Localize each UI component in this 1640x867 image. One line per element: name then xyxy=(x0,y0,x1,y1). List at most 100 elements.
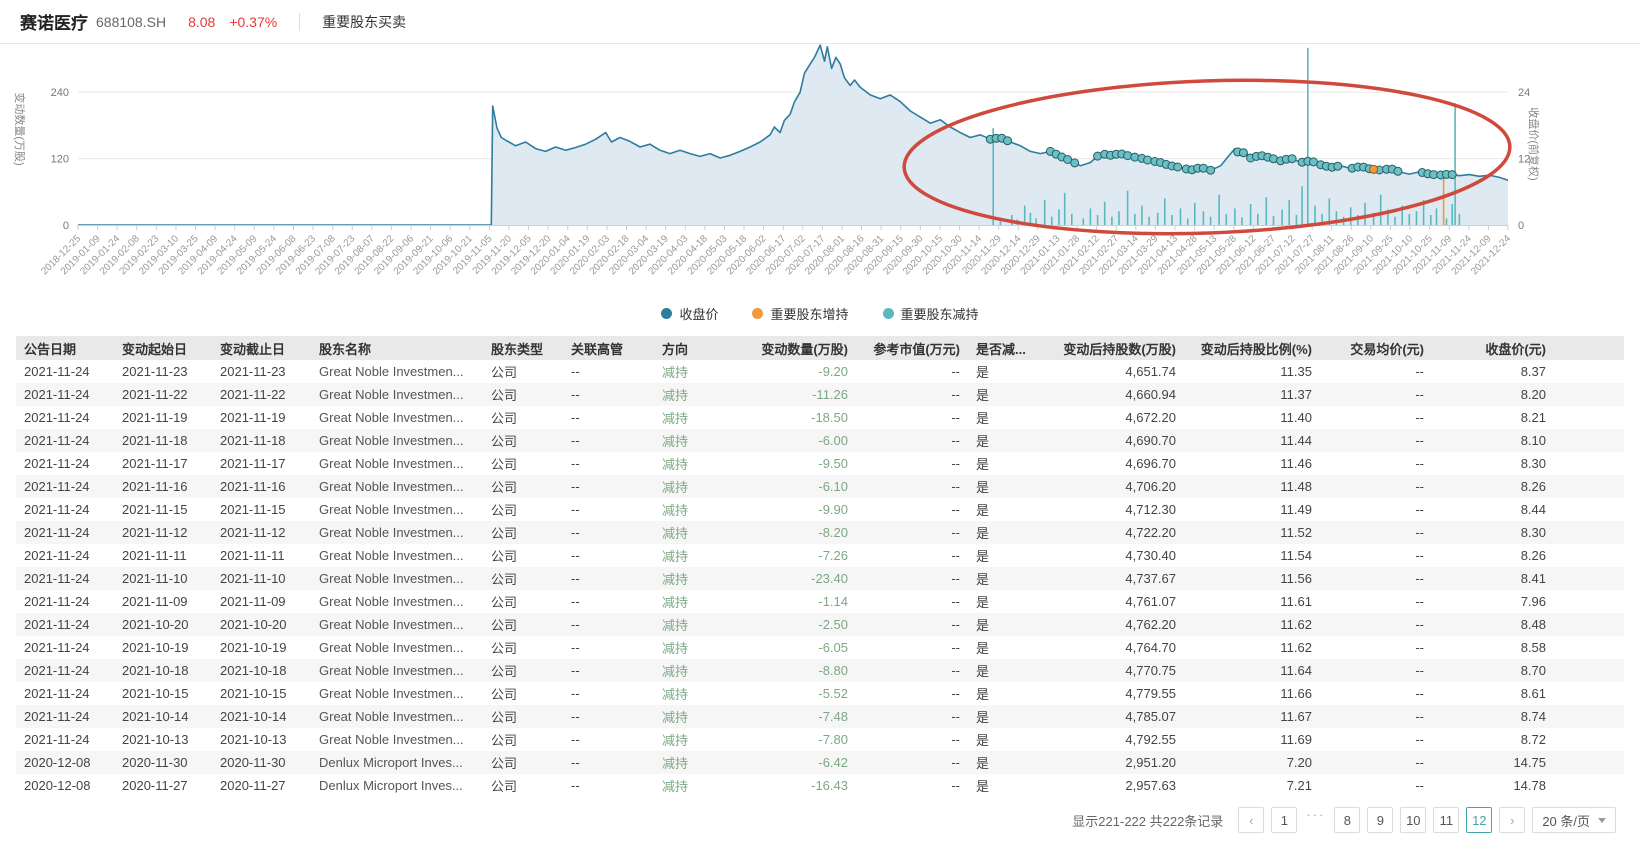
legend-item-0[interactable]: 收盘价 xyxy=(661,304,718,323)
cell: -- xyxy=(571,709,580,724)
right-axis-tick-label: 24 xyxy=(1518,87,1530,99)
legend-item-1[interactable]: 重要股东增持 xyxy=(752,304,849,323)
page-button-1[interactable]: 1 xyxy=(1271,807,1298,833)
sell-volume-bar xyxy=(1394,216,1396,225)
column-header: 变动数量(万股) xyxy=(751,336,856,360)
cell: 4,722.20 xyxy=(1125,525,1176,540)
cell: 4,779.55 xyxy=(1125,686,1176,701)
sell-volume-bar xyxy=(1281,209,1283,225)
sell-event-marker[interactable] xyxy=(1238,148,1248,158)
column-header: 收盘价(元) xyxy=(1432,336,1624,360)
chart-legend: 收盘价 重要股东增持 重要股东减持 xyxy=(0,298,1640,328)
table-row[interactable]: 2021-11-24 2021-11-22 2021-11-22 Great Nobl… xyxy=(16,383,1624,406)
sell-event-marker[interactable] xyxy=(1003,136,1012,146)
cell: 4,660.94 xyxy=(1125,387,1176,402)
holder-trade-table: 公告日期 变动起始日 变动截止日 股东名称 股东类型 关联高管 方向 变动数量(万股) 参考市值… xyxy=(16,336,1624,797)
page-size-label: 20 条/页 xyxy=(1542,813,1590,829)
cell: Great Noble Investmen... xyxy=(319,479,464,494)
sell-volume-bar xyxy=(1218,194,1220,225)
chart-canvas[interactable]: 2018-12-252019-01-092019-01-242019-02-08… xyxy=(0,44,1640,298)
sell-event-marker[interactable] xyxy=(1070,158,1080,168)
page-button-11[interactable]: 11 xyxy=(1433,807,1460,833)
cell: -18.50 xyxy=(811,410,848,425)
next-page-button[interactable]: › xyxy=(1499,807,1526,833)
cell: 减持 xyxy=(662,733,689,748)
cell: 公司 xyxy=(491,779,518,794)
sell-event-marker[interactable] xyxy=(1333,161,1343,171)
cell: 8.26 xyxy=(1520,548,1546,563)
sell-volume-bar xyxy=(1430,215,1432,225)
buy-event-marker[interactable] xyxy=(1369,164,1379,174)
page-button-12[interactable]: 12 xyxy=(1466,807,1493,833)
sell-volume-bar xyxy=(1241,217,1243,225)
cell: -- xyxy=(951,548,960,563)
prev-page-button[interactable]: ‹ xyxy=(1238,807,1265,833)
left-axis-tick-label: 240 xyxy=(51,87,69,99)
top-bar: 赛诺医疗 688108.SH 8.08 +0.37% 重要股东买卖 xyxy=(0,0,1640,44)
sell-event-marker[interactable] xyxy=(1173,162,1183,172)
table-row[interactable]: 2021-11-24 2021-10-14 2021-10-14 Great Nobl… xyxy=(16,705,1624,728)
legend-item-2[interactable]: 重要股东减持 xyxy=(882,304,979,323)
table-row[interactable]: 2020-12-08 2020-11-30 2020-11-30 Denlux Mic… xyxy=(16,751,1624,774)
table-body: 2021-11-24 2021-11-23 2021-11-23 Great Nobl… xyxy=(16,360,1624,797)
cell: 是 xyxy=(976,480,990,495)
sell-volume-bar xyxy=(1307,47,1309,225)
sell-event-marker[interactable] xyxy=(1287,154,1297,164)
cell: -- xyxy=(951,778,960,793)
table-row[interactable]: 2021-11-24 2021-11-15 2021-11-15 Great Nobl… xyxy=(16,498,1624,521)
sell-volume-bar xyxy=(1364,202,1366,225)
cell: 2021-11-09 xyxy=(220,594,286,609)
table-row[interactable]: 2020-12-08 2020-11-27 2020-11-27 Denlux Mic… xyxy=(16,774,1624,797)
cell: 减持 xyxy=(662,457,689,472)
table-row[interactable]: 2021-11-24 2021-10-13 2021-10-13 Great Nobl… xyxy=(16,728,1624,751)
holder-trade-chart[interactable]: 2018-12-25 2019-01-09 2019-01-24 2019-02-08… xyxy=(0,44,1640,298)
table-row[interactable]: 2021-11-24 2021-11-16 2021-11-16 Great Nobl… xyxy=(16,475,1624,498)
sell-event-marker[interactable] xyxy=(1447,170,1457,180)
sell-event-marker[interactable] xyxy=(1123,151,1133,161)
table-row[interactable]: 2021-11-24 2021-11-18 2021-11-18 Great Nobl… xyxy=(16,429,1624,452)
table-row[interactable]: 2021-11-24 2021-10-20 2021-10-20 Great Nobl… xyxy=(16,613,1624,636)
page-button-9[interactable]: 9 xyxy=(1367,807,1394,833)
cell: 减持 xyxy=(662,710,689,725)
holder-trade-table-wrap: 公告日期 变动起始日 变动截止日 股东名称 股东类型 关联高管 方向 变动数量(万股) 参考市值… xyxy=(0,328,1640,797)
cell: -2.50 xyxy=(818,617,848,632)
table-row[interactable]: 2021-11-24 2021-11-23 2021-11-23 Great Nobl… xyxy=(16,360,1624,383)
sell-event-marker[interactable] xyxy=(1143,155,1153,165)
cell: 11.61 xyxy=(1280,594,1312,609)
table-row[interactable]: 2021-11-24 2021-11-09 2021-11-09 Great Nobl… xyxy=(16,590,1624,613)
cell: 2021-11-24 xyxy=(24,525,90,540)
tab-important-holder-trades[interactable]: 重要股东买卖 xyxy=(322,13,407,30)
page-size-select[interactable]: 20 条/页 xyxy=(1532,807,1616,833)
page-button-10[interactable]: 10 xyxy=(1400,807,1427,833)
cell: 4,696.70 xyxy=(1125,456,1176,471)
table-row[interactable]: 2021-11-24 2021-11-11 2021-11-11 Great Nobl… xyxy=(16,544,1624,567)
cell: 4,672.20 xyxy=(1125,410,1176,425)
cell: -7.48 xyxy=(818,709,848,724)
cell: Great Noble Investmen... xyxy=(319,663,464,678)
cell: 2021-10-20 xyxy=(122,617,189,632)
cell: 减持 xyxy=(662,388,689,403)
cell: -6.10 xyxy=(818,479,848,494)
cell: 2021-11-24 xyxy=(24,410,90,425)
cell: 8.48 xyxy=(1520,617,1546,632)
cell: 2021-11-24 xyxy=(24,617,90,632)
sell-event-marker[interactable] xyxy=(1393,166,1403,176)
cell: 是 xyxy=(976,549,990,564)
table-row[interactable]: 2021-11-24 2021-11-17 2021-11-17 Great Nobl… xyxy=(16,452,1624,475)
cell: -- xyxy=(951,502,960,517)
cell: 2021-11-15 xyxy=(122,502,188,517)
table-row[interactable]: 2021-11-24 2021-11-12 2021-11-12 Great Nobl… xyxy=(16,521,1624,544)
page-button-8[interactable]: 8 xyxy=(1334,807,1361,833)
legend-label: 重要股东增持 xyxy=(770,306,849,322)
cell: 2021-11-18 xyxy=(122,433,188,448)
sell-event-marker[interactable] xyxy=(1063,155,1073,164)
cell: -9.20 xyxy=(818,364,848,379)
table-row[interactable]: 2021-11-24 2021-10-15 2021-10-15 Great Nobl… xyxy=(16,682,1624,705)
cell: 8.21 xyxy=(1520,410,1546,425)
sell-event-marker[interactable] xyxy=(1206,165,1216,175)
table-row[interactable]: 2021-11-24 2021-11-10 2021-11-10 Great Nobl… xyxy=(16,567,1624,590)
table-row[interactable]: 2021-11-24 2021-10-18 2021-10-18 Great Nobl… xyxy=(16,659,1624,682)
table-row[interactable]: 2021-11-24 2021-11-19 2021-11-19 Great Nobl… xyxy=(16,406,1624,429)
cell: 减持 xyxy=(662,595,689,610)
table-row[interactable]: 2021-11-24 2021-10-19 2021-10-19 Great Nobl… xyxy=(16,636,1624,659)
